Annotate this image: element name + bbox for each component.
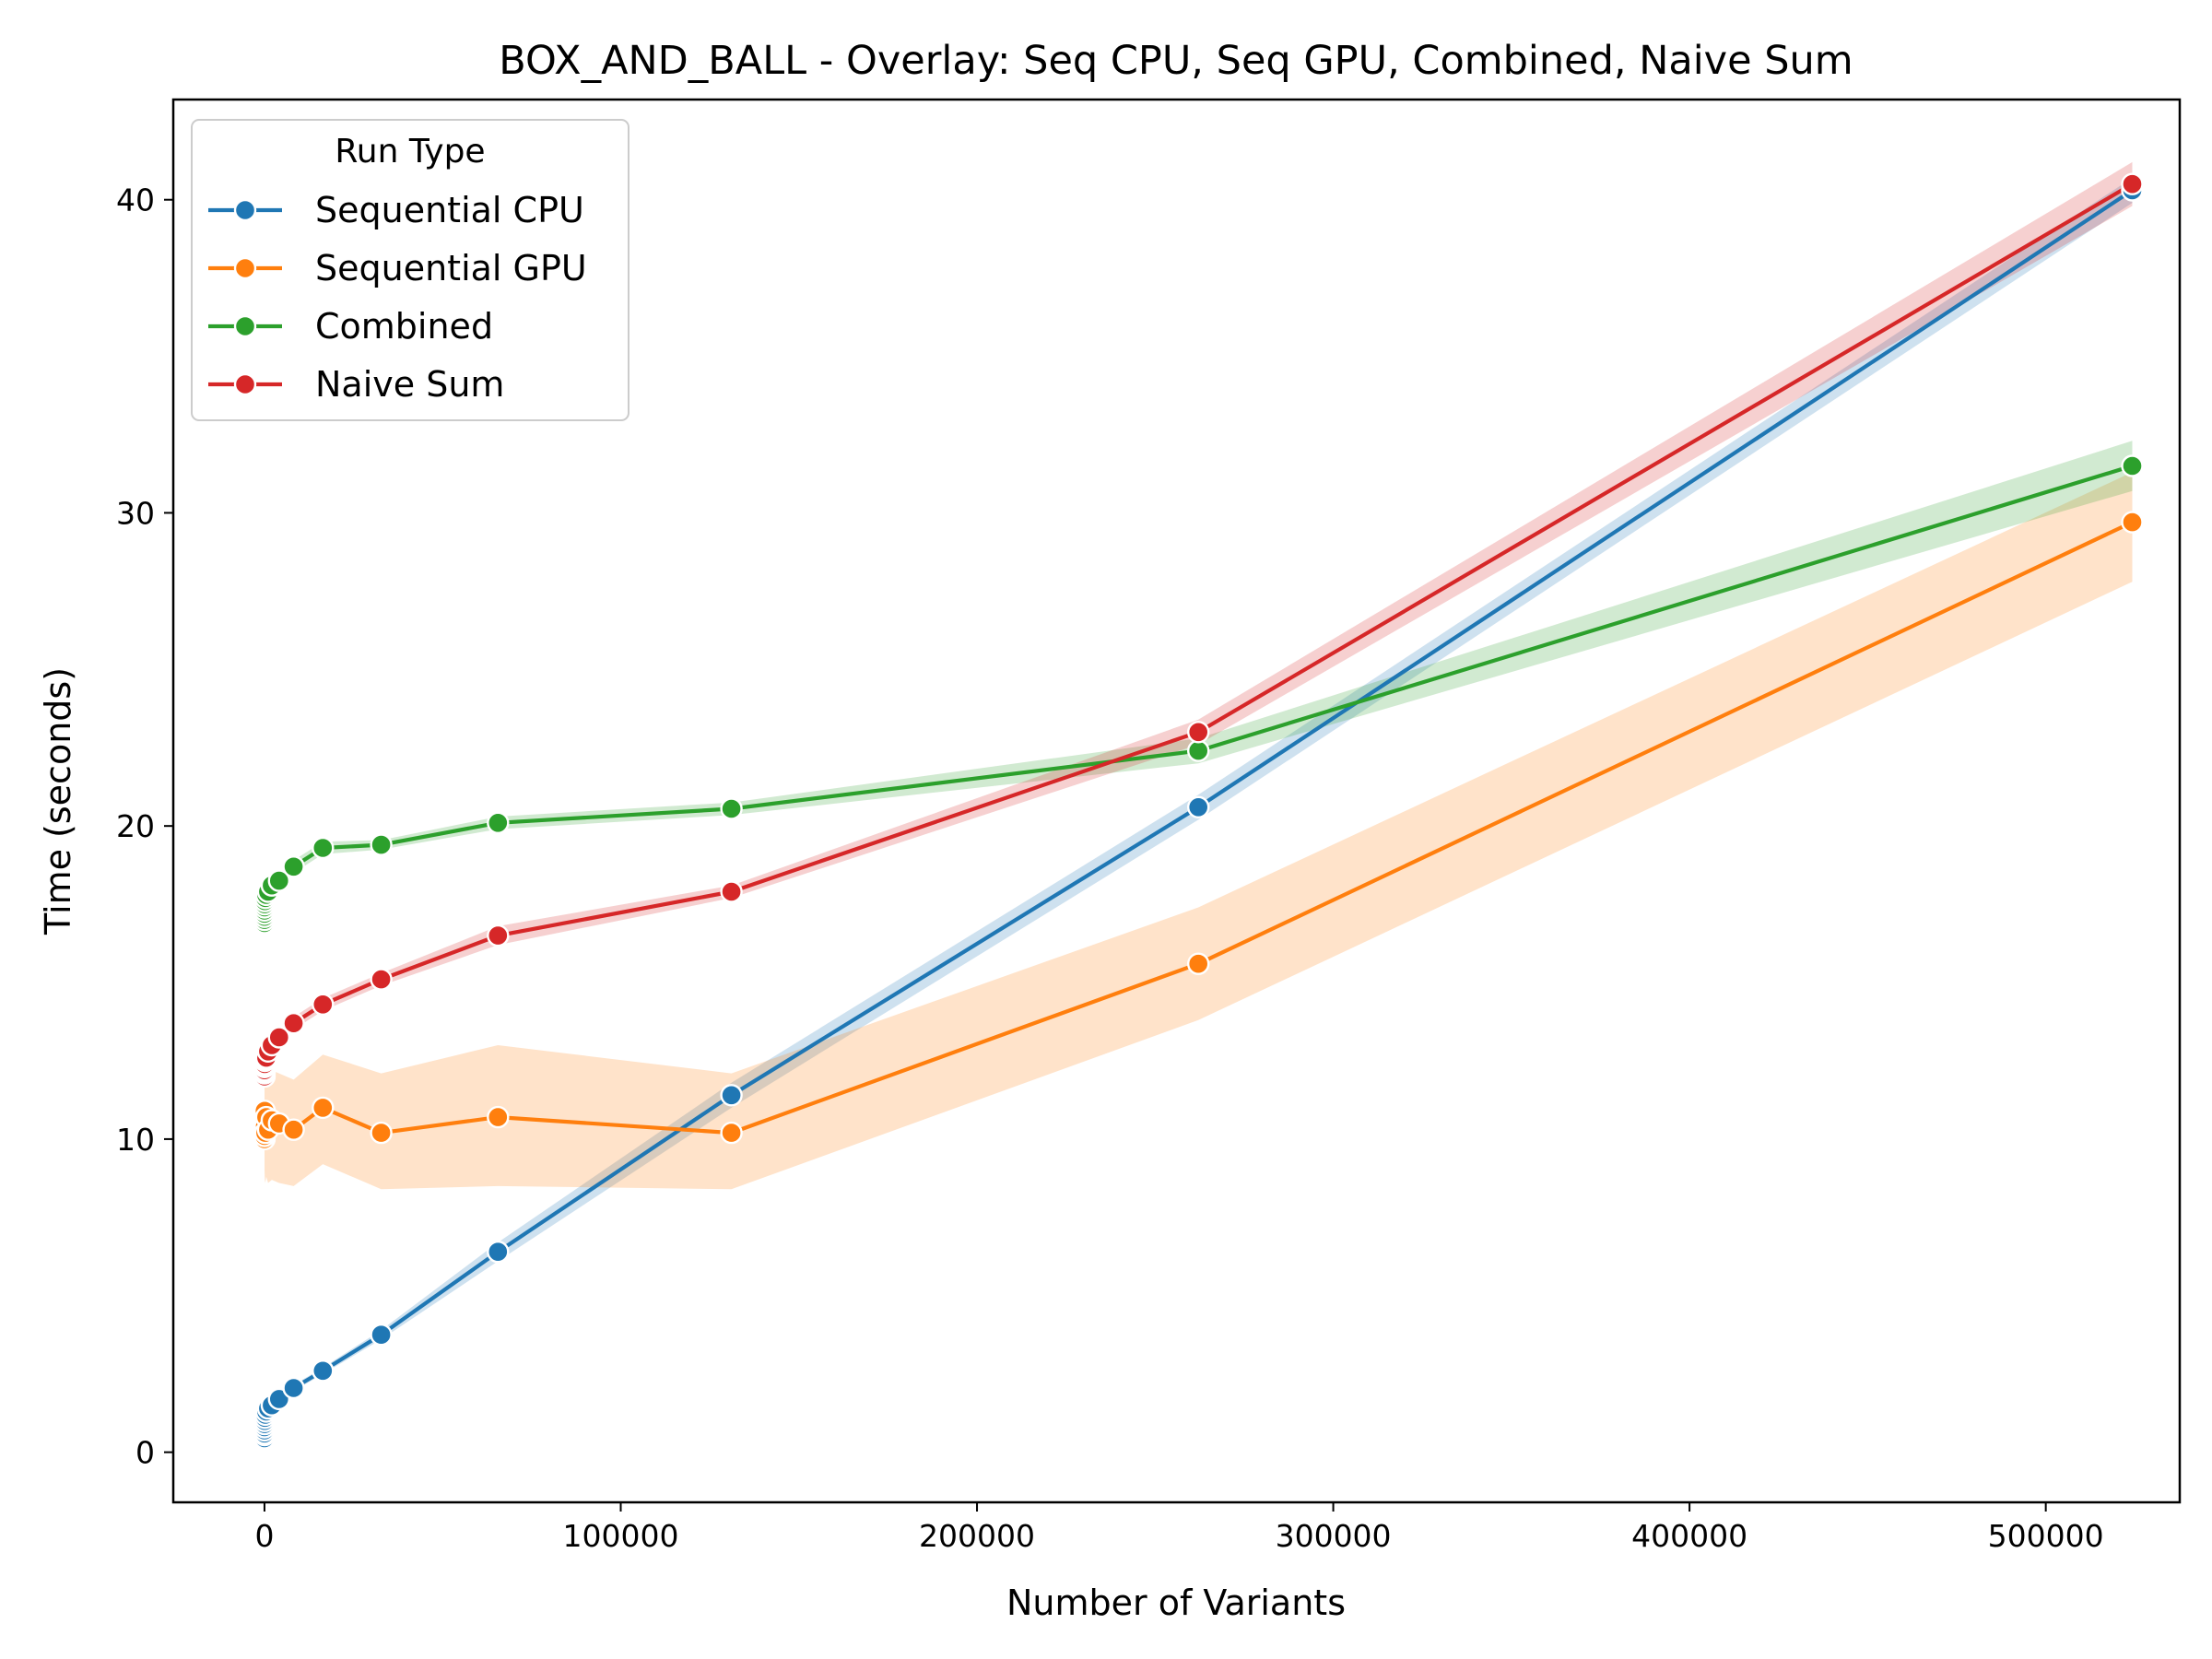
point-combined-15: [370, 833, 393, 856]
point-sequential-gpu-18: [1186, 952, 1210, 975]
point-sequential-gpu-15: [370, 1121, 393, 1145]
point-combined-14: [312, 836, 335, 860]
y-tick-label-40: 40: [116, 182, 155, 218]
y-axis-label: Time (seconds): [38, 667, 78, 935]
point-naive-sum-15: [370, 968, 393, 991]
point-combined-19: [2121, 454, 2144, 477]
y-tick-label-10: 10: [116, 1122, 155, 1158]
x-tick-label-0: 0: [254, 1518, 274, 1554]
point-sequential-cpu-18: [1186, 795, 1210, 818]
chart-title: BOX_AND_BALL - Overlay: Seq CPU, Seq GPU…: [499, 38, 1853, 84]
point-sequential-gpu-13: [282, 1118, 305, 1141]
point-sequential-gpu-14: [312, 1096, 335, 1120]
point-naive-sum-13: [282, 1011, 305, 1035]
x-tick-label-200000: 200000: [919, 1518, 1035, 1554]
point-naive-sum-18: [1186, 721, 1210, 744]
series-markers: [253, 172, 2144, 1450]
plot-frame: [171, 98, 2182, 1504]
y-tick-label-0: 0: [135, 1435, 155, 1471]
legend-label-naive-sum: Naive Sum: [315, 364, 504, 405]
legend-marker-sequential-cpu: [233, 198, 257, 222]
x-tick-label-400000: 400000: [1631, 1518, 1747, 1554]
legend-label-sequential-gpu: Sequential GPU: [315, 248, 587, 288]
point-naive-sum-19: [2121, 172, 2144, 195]
x-tick-label-100000: 100000: [563, 1518, 679, 1554]
point-sequential-cpu-13: [282, 1376, 305, 1400]
x-tick-label-500000: 500000: [1988, 1518, 2104, 1554]
point-sequential-cpu-16: [487, 1240, 510, 1264]
y-tick-label-30: 30: [116, 495, 155, 531]
legend-marker-naive-sum: [233, 372, 257, 396]
y-axis-ticks: 0 10 20 30 40: [116, 182, 173, 1471]
point-sequential-cpu-15: [370, 1323, 393, 1347]
legend-marker-combined: [233, 314, 257, 338]
point-naive-sum-12: [267, 1026, 290, 1049]
point-combined-17: [720, 797, 743, 820]
legend-frame: [191, 119, 629, 421]
legend: Run Type Sequential CPU Sequential GPU Com…: [191, 119, 629, 421]
point-combined-12: [267, 869, 290, 892]
point-sequential-cpu-17: [720, 1084, 743, 1107]
x-axis-label: Number of Variants: [1006, 1583, 1346, 1623]
legend-marker-sequential-gpu: [233, 256, 257, 280]
x-tick-label-300000: 300000: [1276, 1518, 1392, 1554]
legend-label-combined: Combined: [315, 306, 493, 347]
band-sequential-gpu: [265, 472, 2133, 1190]
point-combined-16: [487, 811, 510, 834]
point-combined-18: [1186, 739, 1210, 762]
y-tick-label-20: 20: [116, 808, 155, 844]
point-sequential-gpu-17: [720, 1121, 743, 1145]
point-naive-sum-17: [720, 880, 743, 903]
point-sequential-gpu-16: [487, 1105, 510, 1129]
point-combined-13: [282, 855, 305, 878]
point-sequential-cpu-14: [312, 1359, 335, 1382]
point-sequential-gpu-19: [2121, 511, 2144, 534]
point-naive-sum-14: [312, 993, 335, 1017]
legend-label-sequential-cpu: Sequential CPU: [315, 190, 584, 230]
point-naive-sum-16: [487, 924, 510, 947]
x-axis-ticks: 0 100000 200000 300000 400000 500000: [254, 1502, 2104, 1554]
legend-title: Run Type: [335, 133, 485, 171]
legend-items: Sequential CPU Sequential GPU Combined Naiv…: [208, 190, 587, 405]
